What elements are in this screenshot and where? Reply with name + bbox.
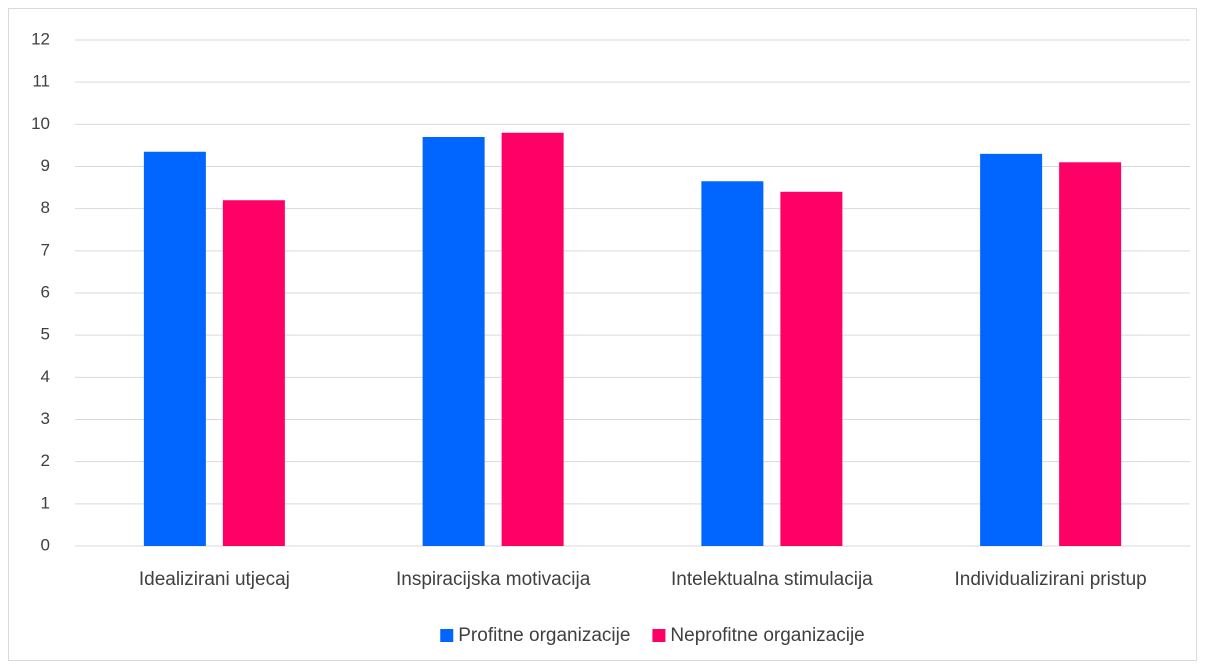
y-tick-label: 5: [41, 325, 50, 344]
bar: [501, 132, 564, 546]
y-tick-label: 7: [41, 240, 50, 259]
bar: [422, 136, 485, 546]
y-tick-label: 4: [41, 367, 50, 386]
bar: [143, 151, 206, 546]
y-tick-label: 6: [41, 282, 50, 301]
bar: [980, 153, 1043, 546]
x-tick-label: Idealizirani utjecaj: [139, 569, 290, 590]
legend-label: Neprofitne organizacije: [670, 625, 864, 646]
legend-swatch: [652, 629, 666, 642]
y-tick-label: 11: [32, 72, 50, 91]
x-tick-label: Inspiracijska motivacija: [396, 569, 591, 590]
y-tick-label: 12: [31, 29, 50, 48]
y-tick-label: 0: [41, 535, 50, 554]
y-tick-label: 9: [41, 156, 50, 175]
y-tick-label: 10: [31, 114, 50, 133]
y-tick-label: 3: [41, 409, 50, 428]
y-tick-label: 8: [41, 198, 50, 217]
y-tick-label: 1: [41, 493, 50, 512]
legend-label: Profitne organizacije: [458, 625, 630, 646]
bar: [1059, 162, 1122, 547]
bar: [701, 181, 764, 546]
legend-swatch: [440, 629, 454, 642]
x-tick-label: Intelektualna stimulacija: [671, 569, 873, 590]
bar: [780, 191, 843, 547]
y-tick-label: 2: [41, 451, 50, 470]
x-tick-label: Individualizirani pristup: [955, 569, 1147, 590]
bar: [222, 200, 285, 546]
